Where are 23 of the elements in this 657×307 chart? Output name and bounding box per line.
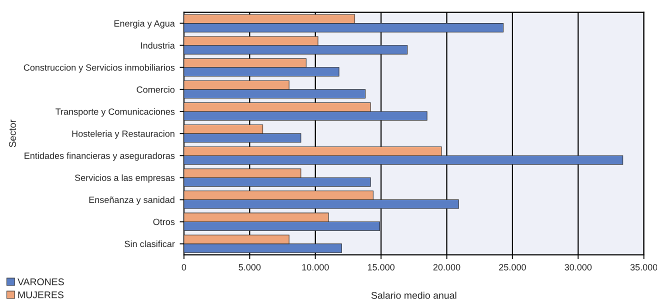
x-tick-label: 10.000 <box>302 264 329 270</box>
x-tick-label: 25.000 <box>499 264 526 270</box>
legend-label: MUJERES <box>18 291 64 298</box>
x-tick-label: 0 <box>182 264 186 270</box>
y-tick-label: Servicios a las empresas <box>75 174 175 183</box>
y-tick-label: Entidades financieras y aseguradoras <box>24 152 175 161</box>
y-tick-label: Industria <box>141 42 175 49</box>
x-tick-label: 15.000 <box>368 264 395 270</box>
y-tick-label: Construccion y Servicios inmobiliarios <box>24 64 175 73</box>
y-tick-label: Enseñanza y sanidad <box>89 196 174 205</box>
y-axis-title: Sector <box>9 120 16 148</box>
x-axis-title: Salario medio anual <box>371 292 456 299</box>
y-tick-label: Transporte y Comunicaciones <box>56 108 175 117</box>
y-tick-label: Sin clasificar <box>124 240 175 248</box>
y-tick-label: Comercio <box>136 86 175 93</box>
legend-label: VARONES <box>18 278 64 286</box>
x-tick-label: 30.000 <box>564 264 592 270</box>
y-tick-label: Energia y Agua <box>114 20 175 28</box>
x-tick-label: 20.000 <box>433 264 460 270</box>
y-tick-label: Otros <box>153 218 175 226</box>
x-tick-label: 35.000 <box>630 264 657 270</box>
y-tick-label: Hosteleria y Restauracion <box>72 130 174 139</box>
x-tick-label: 5.000 <box>238 264 261 270</box>
